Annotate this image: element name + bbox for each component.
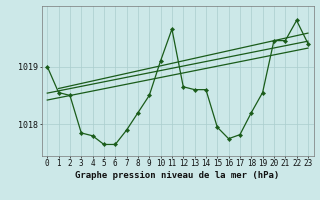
X-axis label: Graphe pression niveau de la mer (hPa): Graphe pression niveau de la mer (hPa): [76, 171, 280, 180]
